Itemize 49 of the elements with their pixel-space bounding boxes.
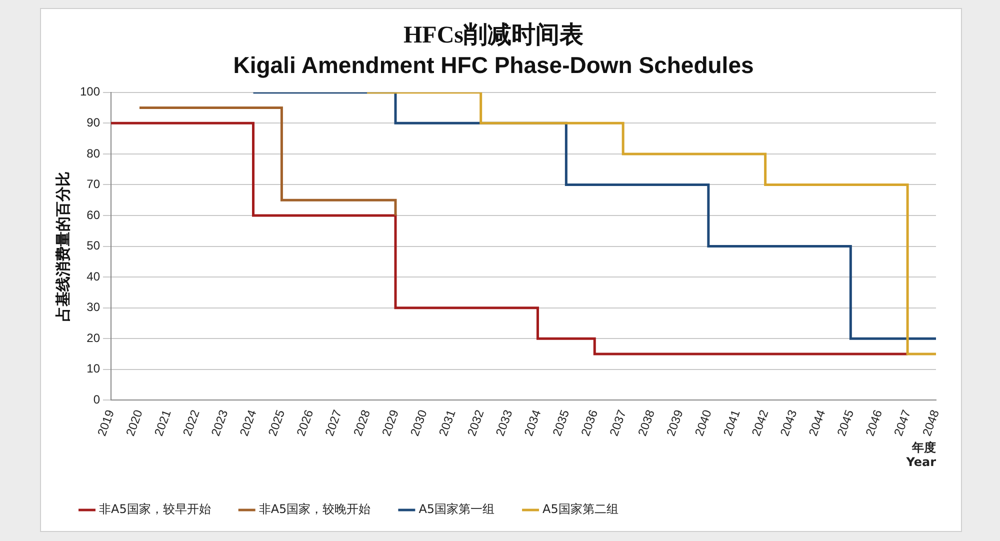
y-tick-label: 30 [86,300,100,314]
x-tick-label: 2035 [550,408,572,438]
x-tick-label: 2046 [862,408,886,438]
y-tick-label: 40 [86,269,100,284]
x-tick-label: 2026 [294,408,316,438]
x-axis-title: 年度 Year [905,440,936,469]
x-tick-label: 2044 [806,408,828,438]
chart-title: HFCs削减时间表 [404,22,584,49]
x-tick-label: 2036 [578,408,601,438]
x-tick-label: 2022 [180,408,202,438]
y-tick-label: 10 [86,362,100,376]
x-tick-label: 2037 [606,408,630,438]
y-tick-label: 90 [86,115,100,130]
x-tick-label: 2024 [236,408,260,438]
x-tick-label: 2023 [208,408,231,438]
y-tick-label: 100 [80,84,100,99]
x-tick-label: 2043 [777,408,800,438]
x-tick-label: 2048 [920,408,942,438]
y-tick-label: 80 [86,146,100,160]
chart-subtitle: Kigali Amendment HFC Phase-Down Schedules [233,52,754,78]
x-tick-label: 2039 [664,408,686,438]
x-tick-label: 2020 [123,408,146,438]
x-tick-label: 2029 [379,408,402,438]
x-tick-label: 2028 [350,408,374,438]
x-tick-label: 2031 [436,408,458,438]
x-tick-label: 2042 [748,408,772,438]
y-tick-label: 70 [86,177,100,192]
x-tick-label: 2019 [94,408,118,438]
x-tick-label: 2041 [720,408,743,438]
legend-label: A5国家第一组 [418,502,495,516]
x-tick-label: 2034 [521,408,544,438]
y-tick-label: 50 [86,238,100,253]
x-tick-label: 2021 [152,408,174,438]
y-tick-label: 20 [86,330,100,345]
x-tick-label: 2025 [265,408,288,438]
x-tick-label: 2047 [891,408,914,438]
legend-label: A5国家第二组 [542,502,618,516]
x-tick-label: 2032 [464,408,487,438]
y-tick-label: 0 [93,392,100,406]
x-tick-label: 2045 [834,408,857,438]
x-tick-label: 2033 [492,408,516,438]
legend-label: 非A5国家，较早开始 [99,502,211,516]
x-tick-label: 2027 [322,408,345,438]
x-tick-label: 2038 [635,408,658,438]
y-axis-title: 占基线消费量的百分比 [54,171,72,322]
x-tick-label: 2040 [692,408,714,438]
legend-label: 非A5国家，较晚开始 [258,502,371,516]
x-tick-label: 2030 [408,408,430,438]
y-tick-label: 60 [86,208,100,222]
